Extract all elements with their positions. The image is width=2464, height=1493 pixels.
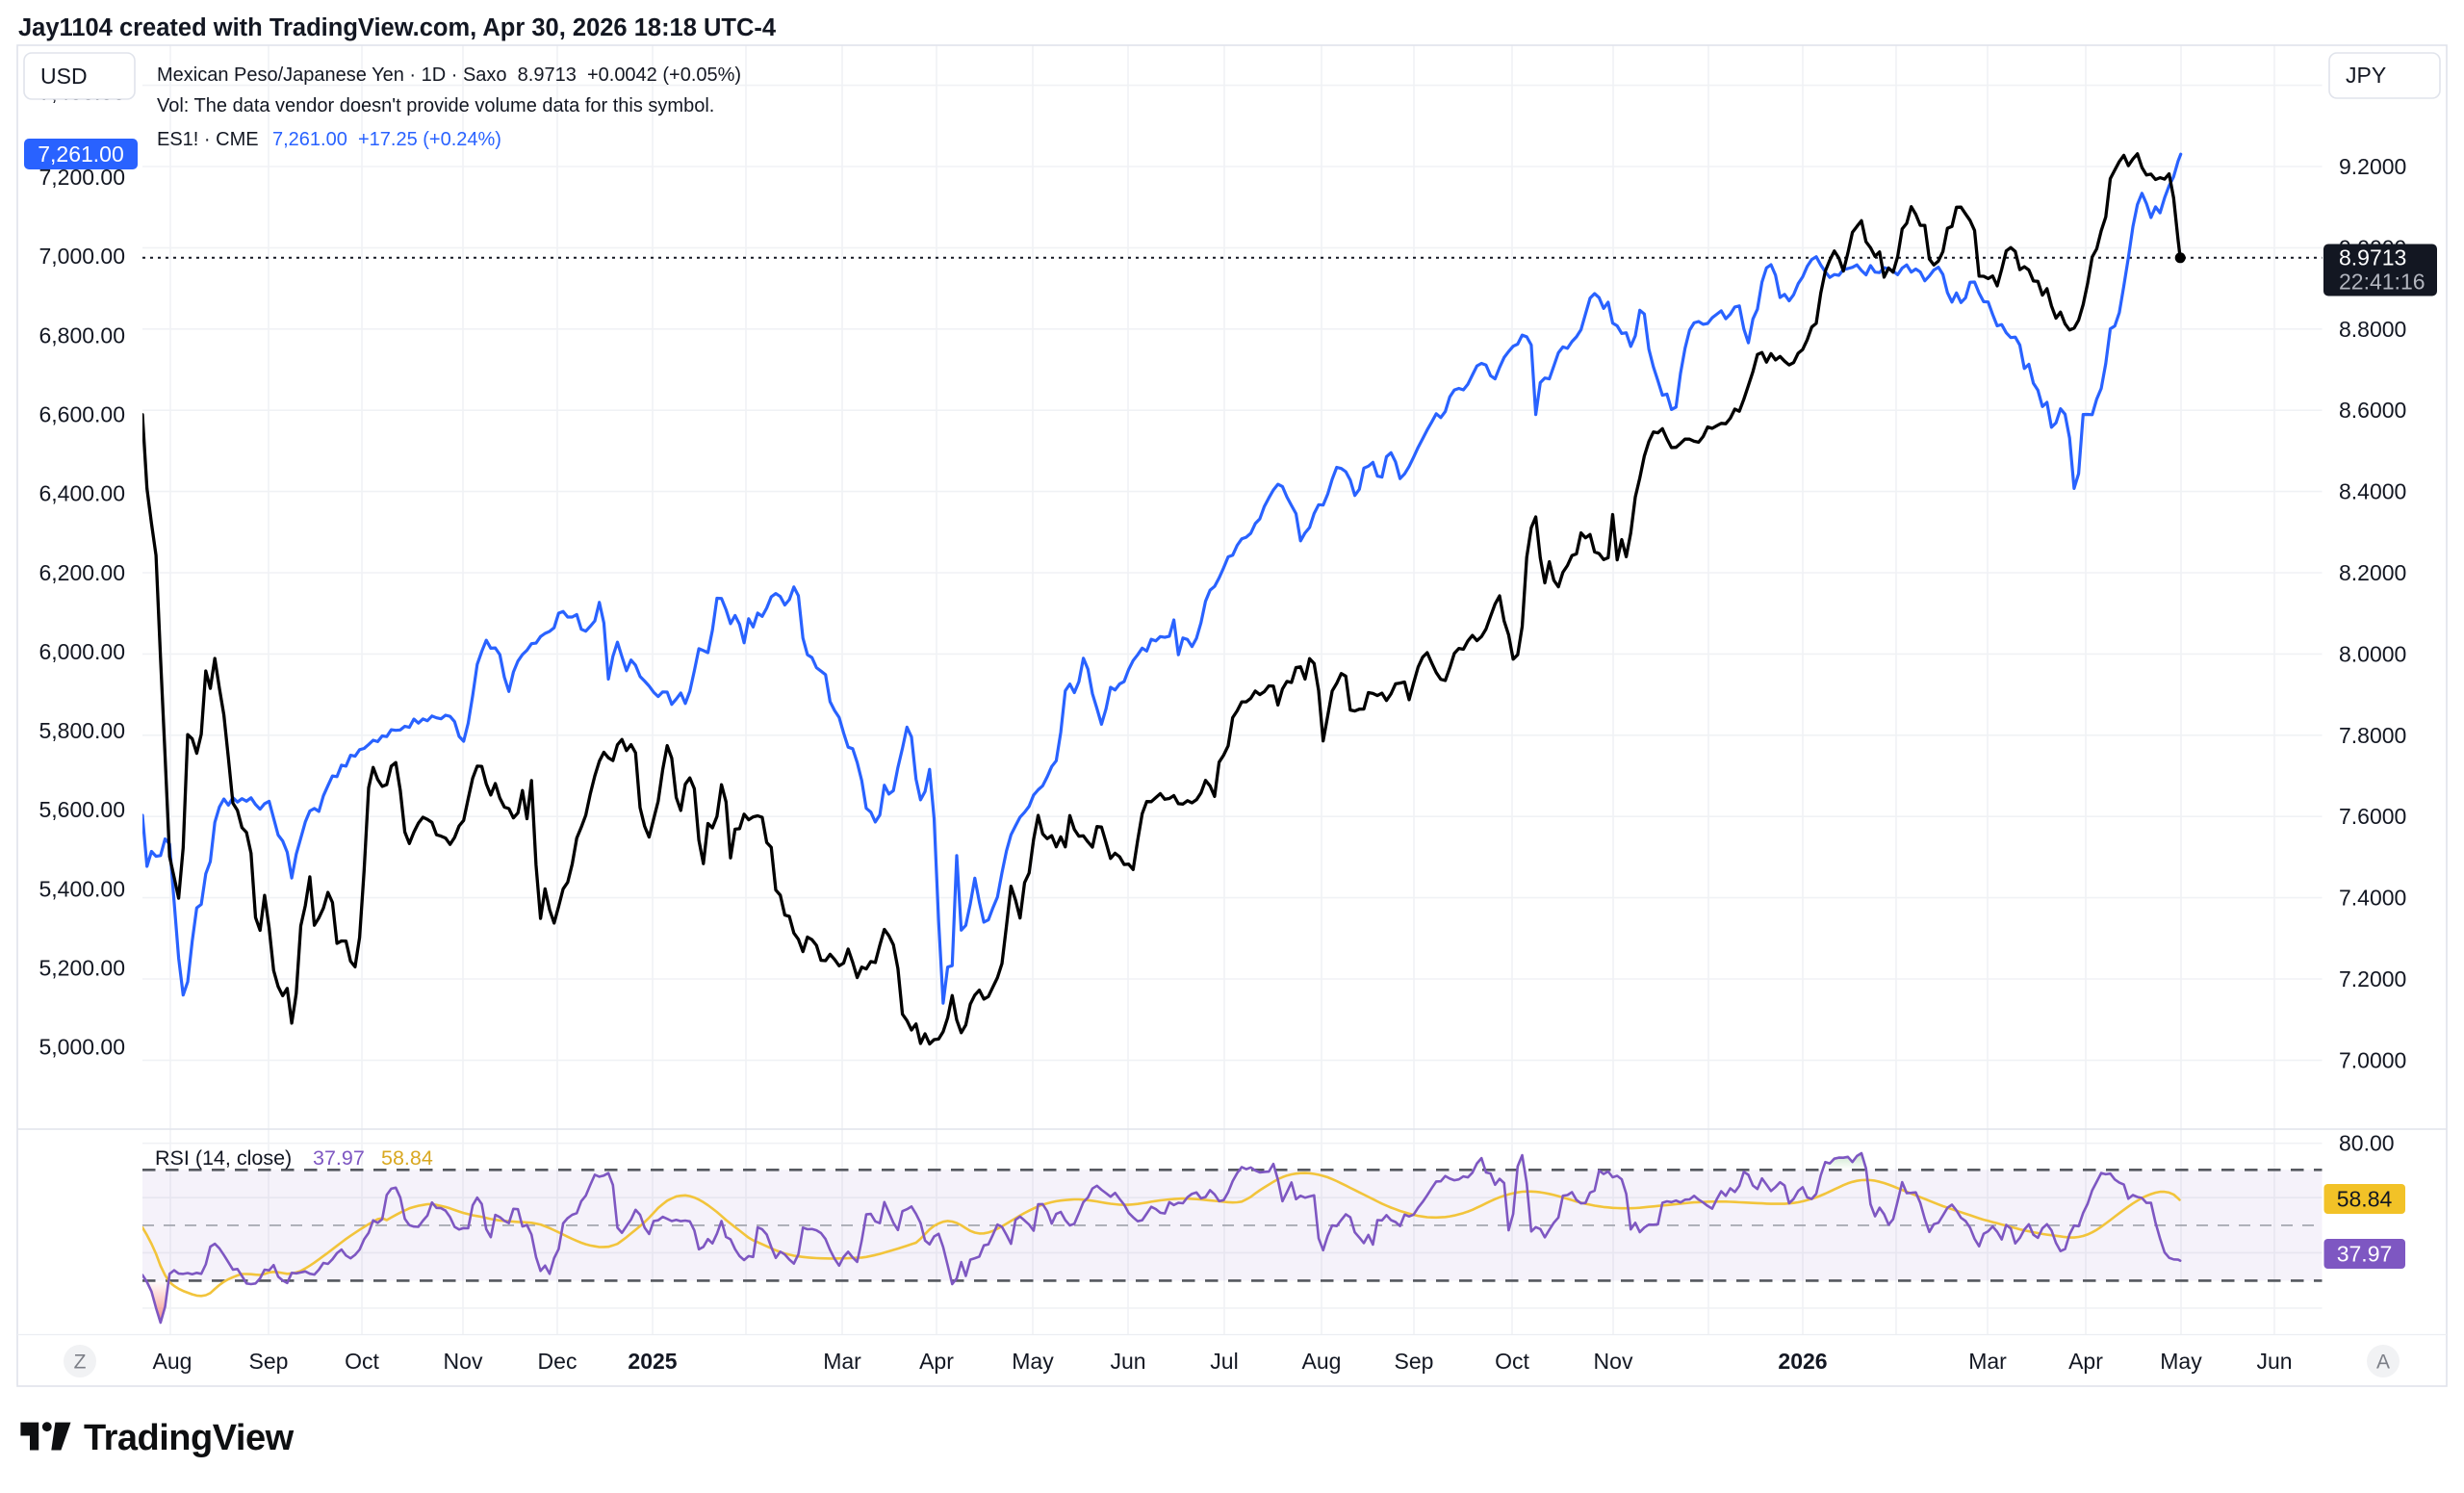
svg-text:5,000.00: 5,000.00 <box>38 1035 125 1060</box>
svg-text:6,400.00: 6,400.00 <box>38 481 125 506</box>
svg-text:8.2000: 8.2000 <box>2339 560 2406 585</box>
svg-text:22:41:16: 22:41:16 <box>2339 270 2426 295</box>
svg-text:Sep: Sep <box>249 1349 289 1374</box>
svg-text:37.97: 37.97 <box>2337 1242 2393 1267</box>
svg-text:Oct: Oct <box>345 1349 379 1374</box>
svg-text:80.00: 80.00 <box>2339 1131 2395 1156</box>
svg-text:Nov: Nov <box>444 1349 483 1374</box>
svg-text:7.4000: 7.4000 <box>2339 886 2406 911</box>
svg-text:ES1! · CME: ES1! · CME <box>157 129 259 150</box>
svg-text:7,000.00: 7,000.00 <box>38 244 125 269</box>
svg-text:Apr: Apr <box>2068 1349 2103 1374</box>
svg-text:JPY: JPY <box>2346 63 2386 88</box>
svg-text:Dec: Dec <box>538 1349 578 1374</box>
svg-text:A: A <box>2376 1351 2390 1374</box>
svg-text:Jun: Jun <box>1110 1349 1145 1374</box>
svg-text:7.8000: 7.8000 <box>2339 723 2406 748</box>
svg-text:Jul: Jul <box>1210 1349 1238 1374</box>
svg-text:May: May <box>2160 1349 2202 1374</box>
svg-text:Mexican Peso/Japanese Yen · 1D: Mexican Peso/Japanese Yen · 1D · Saxo 8.… <box>157 64 741 86</box>
svg-text:Z: Z <box>74 1351 87 1374</box>
svg-text:6,800.00: 6,800.00 <box>38 322 125 348</box>
svg-text:Nov: Nov <box>1594 1349 1633 1374</box>
svg-text:5,200.00: 5,200.00 <box>38 956 125 981</box>
svg-text:9.2000: 9.2000 <box>2339 154 2406 179</box>
svg-text:Aug: Aug <box>1302 1349 1342 1374</box>
svg-text:7,261.00 +17.25 (+0.24%): 7,261.00 +17.25 (+0.24%) <box>272 129 501 150</box>
svg-text:Apr: Apr <box>919 1349 954 1374</box>
svg-text:USD: USD <box>40 64 88 89</box>
svg-text:Vol: The data vendor doesn't p: Vol: The data vendor doesn't provide vol… <box>157 95 714 116</box>
svg-text:Aug: Aug <box>153 1349 192 1374</box>
svg-text:Jay1104 created with TradingVi: Jay1104 created with TradingView.com, Ap… <box>18 14 777 41</box>
svg-text:5,400.00: 5,400.00 <box>38 876 125 901</box>
svg-text:Mar: Mar <box>1968 1349 2007 1374</box>
svg-text:58.84: 58.84 <box>2337 1187 2393 1212</box>
svg-text:2025: 2025 <box>628 1349 677 1374</box>
svg-text:8.0000: 8.0000 <box>2339 641 2406 666</box>
svg-text:7,261.00: 7,261.00 <box>38 142 124 167</box>
svg-text:8.4000: 8.4000 <box>2339 479 2406 504</box>
svg-text:8.8000: 8.8000 <box>2339 317 2406 342</box>
svg-text:37.97: 37.97 <box>313 1146 365 1170</box>
svg-text:6,000.00: 6,000.00 <box>38 639 125 664</box>
svg-text:7.2000: 7.2000 <box>2339 966 2406 991</box>
svg-text:5,800.00: 5,800.00 <box>38 718 125 743</box>
svg-text:May: May <box>1012 1349 1054 1374</box>
svg-text:58.84: 58.84 <box>381 1146 433 1170</box>
svg-text:5,600.00: 5,600.00 <box>38 797 125 822</box>
svg-text:7.0000: 7.0000 <box>2339 1047 2406 1072</box>
svg-text:8.9713: 8.9713 <box>2339 245 2406 270</box>
svg-text:Jun: Jun <box>2256 1349 2292 1374</box>
svg-text:Oct: Oct <box>1495 1349 1529 1374</box>
svg-text:Mar: Mar <box>823 1349 861 1374</box>
svg-text:7.6000: 7.6000 <box>2339 804 2406 829</box>
svg-text:8.6000: 8.6000 <box>2339 398 2406 423</box>
svg-text:6,600.00: 6,600.00 <box>38 402 125 427</box>
svg-text:RSI (14, close): RSI (14, close) <box>155 1146 292 1170</box>
svg-text:2026: 2026 <box>1778 1349 1827 1374</box>
svg-text:Sep: Sep <box>1395 1349 1434 1374</box>
svg-text:TradingView: TradingView <box>84 1418 295 1458</box>
svg-text:6,200.00: 6,200.00 <box>38 560 125 585</box>
